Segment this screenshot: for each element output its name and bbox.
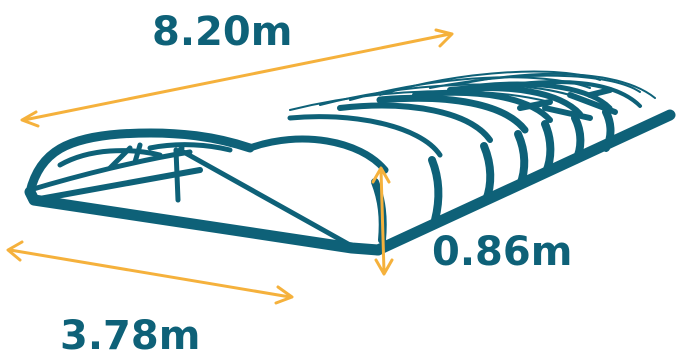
arch-8 [477, 81, 613, 111]
length-arrow [20, 28, 454, 128]
arch-3 [287, 114, 443, 158]
pool-enclosure [24, 70, 676, 256]
base-back-rail [31, 167, 203, 203]
back-arches [289, 70, 656, 111]
arch-9 [518, 80, 642, 108]
base-long-rail [372, 109, 676, 256]
base-front-rail [24, 186, 384, 256]
dimension-arrows [6, 28, 454, 305]
front-end-arch [25, 128, 255, 197]
length-label: 8.20m [152, 9, 293, 55]
roof-handle [517, 87, 618, 121]
width-label: 3.78m [60, 313, 201, 359]
glazing-arches [25, 80, 642, 197]
arch-4 [337, 102, 493, 143]
arch-7 [447, 85, 583, 117]
ridge-line [177, 147, 353, 248]
width-arrow [6, 240, 294, 305]
height-label: 0.86m [432, 229, 573, 275]
arch-5 [376, 94, 529, 134]
arch-2 [246, 135, 389, 174]
height-arrow [371, 166, 394, 276]
arch-6 [412, 89, 553, 123]
